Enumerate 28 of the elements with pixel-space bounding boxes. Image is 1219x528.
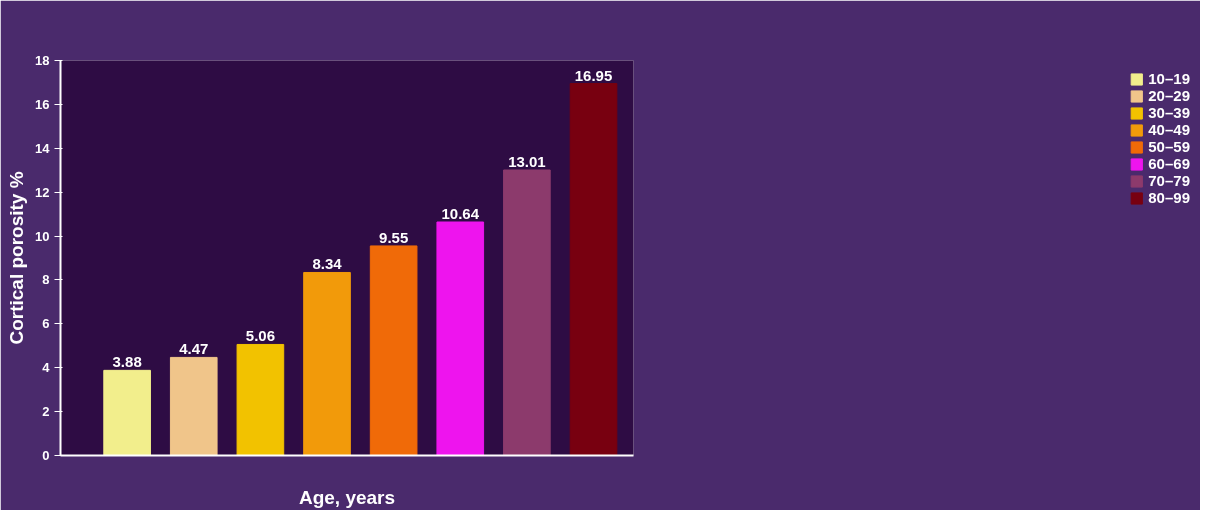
data-label: 16.95 — [574, 66, 613, 84]
data-label: 8.34 — [312, 255, 343, 273]
legend-label: 30–39 — [1148, 104, 1190, 121]
legend-label: 60–69 — [1148, 155, 1190, 172]
legend-label: 80–99 — [1148, 189, 1190, 206]
legend-label: 40–49 — [1148, 121, 1190, 138]
legend-label: 50–59 — [1148, 138, 1190, 155]
data-label: 4.47 — [179, 340, 209, 358]
y-tick-label: 14 — [35, 140, 51, 156]
y-tick-label: 16 — [35, 96, 50, 112]
y-axis-title: Cortical porosity % — [6, 171, 28, 345]
y-tick-label: 2 — [42, 404, 50, 420]
legend-label: 20–29 — [1148, 87, 1190, 104]
data-label: 9.55 — [379, 228, 409, 246]
y-tick-label: 12 — [35, 184, 50, 200]
y-tick-label: 4 — [42, 360, 51, 376]
y-tick-label: 18 — [35, 53, 50, 68]
legend-label: 10–19 — [1148, 70, 1190, 87]
legend-label: 70–79 — [1148, 172, 1190, 189]
x-axis-title: Age, years — [298, 486, 396, 508]
y-tick-label: 0 — [42, 448, 50, 463]
y-tick-label: 6 — [42, 316, 50, 332]
data-label: 13.01 — [508, 153, 546, 170]
data-label: 10.64 — [441, 205, 480, 223]
y-tick-label: 8 — [42, 272, 50, 288]
data-label: 3.88 — [112, 353, 142, 371]
y-tick-label: 10 — [35, 228, 50, 244]
data-label: 5.06 — [245, 327, 275, 345]
